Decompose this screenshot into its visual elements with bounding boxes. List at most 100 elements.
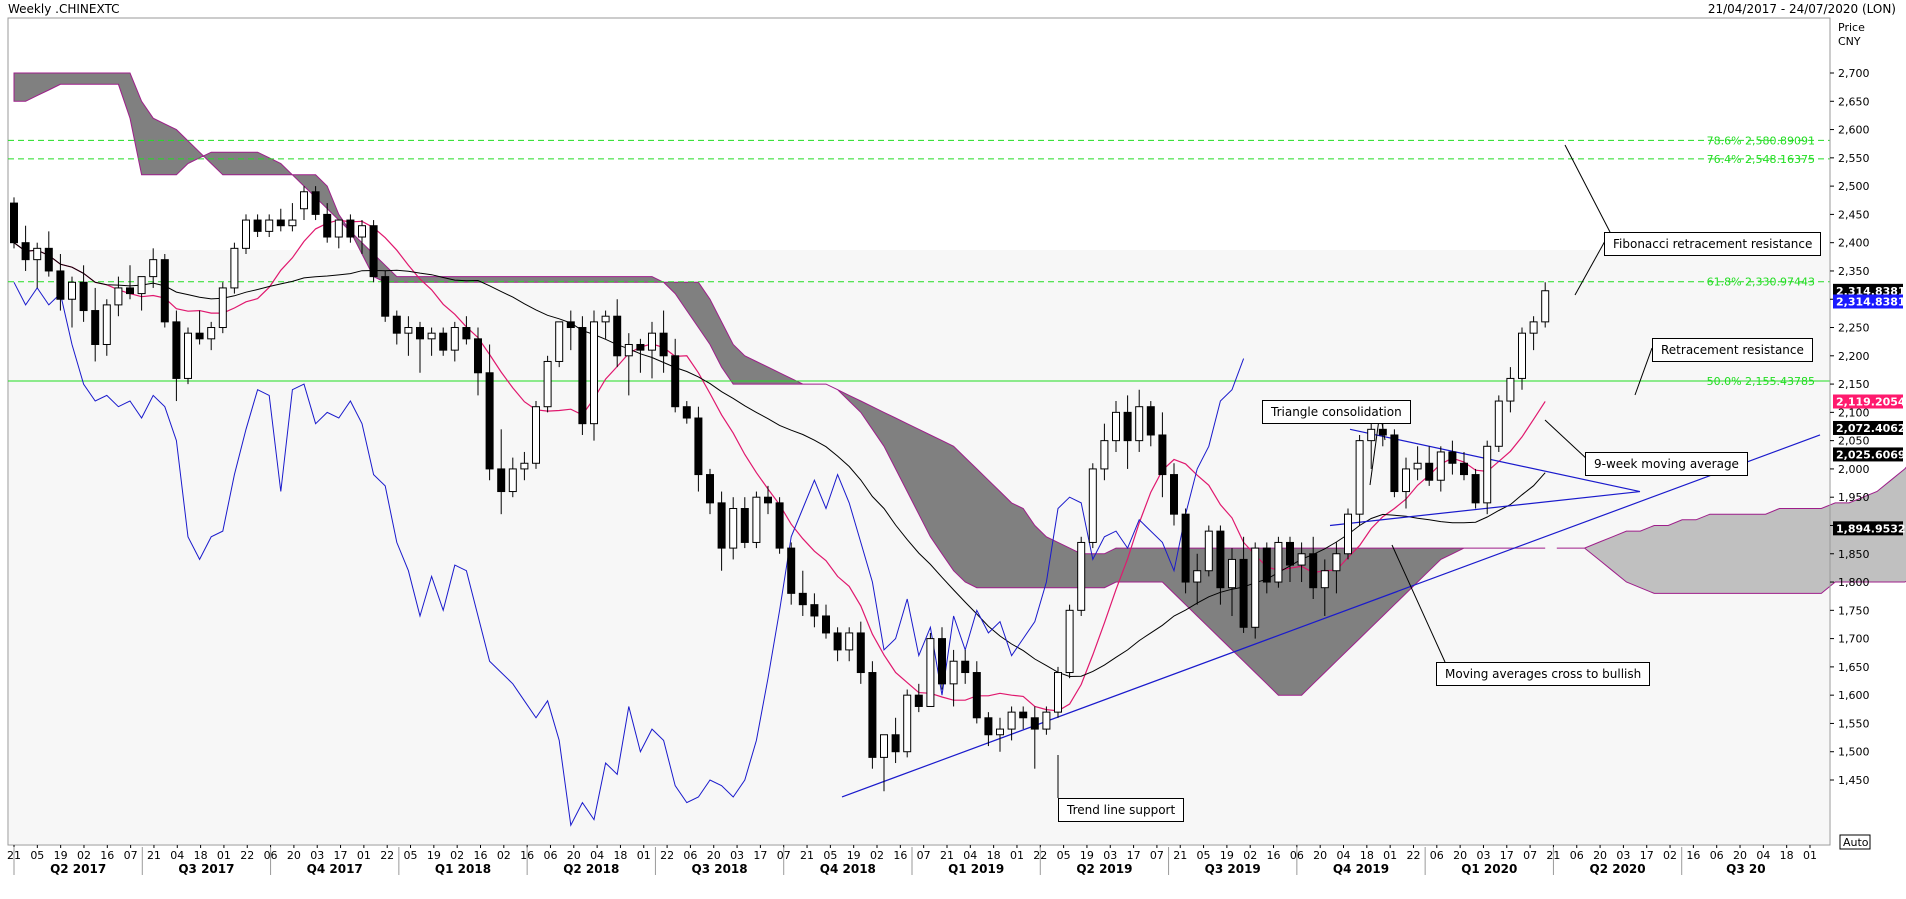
candle[interactable] (195, 332, 204, 340)
candle[interactable] (439, 332, 448, 351)
candle[interactable] (1344, 513, 1352, 555)
candle[interactable] (1436, 451, 1445, 481)
candle[interactable] (856, 632, 865, 674)
candle[interactable] (485, 372, 494, 470)
candle[interactable] (137, 276, 146, 295)
candle[interactable] (392, 315, 401, 334)
candle[interactable] (1054, 672, 1062, 713)
candle[interactable] (21, 242, 30, 261)
candle[interactable] (1146, 406, 1155, 436)
candle[interactable] (1367, 428, 1376, 442)
candle[interactable] (891, 734, 900, 753)
candle[interactable] (1216, 530, 1225, 589)
candle[interactable] (880, 734, 888, 758)
candle[interactable] (242, 219, 250, 249)
candle[interactable] (1123, 411, 1132, 442)
candle[interactable] (1494, 400, 1503, 447)
candle[interactable] (1065, 609, 1074, 674)
candle[interactable] (798, 592, 807, 606)
candle[interactable] (508, 468, 517, 493)
candle[interactable] (311, 191, 320, 215)
candle[interactable] (1088, 468, 1097, 543)
candle[interactable] (1112, 411, 1120, 442)
candle[interactable] (1100, 440, 1109, 470)
candle[interactable] (1541, 290, 1550, 323)
candle[interactable] (1320, 570, 1329, 589)
candle[interactable] (1228, 558, 1236, 589)
candle[interactable] (938, 638, 946, 685)
candle[interactable] (1425, 462, 1434, 481)
candle[interactable] (972, 672, 981, 719)
candle[interactable] (1286, 541, 1294, 566)
candle[interactable] (126, 287, 134, 295)
candle[interactable] (149, 259, 158, 278)
candle[interactable] (996, 728, 1004, 736)
candle[interactable] (903, 694, 912, 753)
candle[interactable] (369, 225, 378, 278)
candle[interactable] (624, 343, 633, 357)
candle[interactable] (543, 360, 552, 408)
candle[interactable] (822, 615, 830, 634)
candle[interactable] (1355, 440, 1364, 515)
candle[interactable] (79, 281, 88, 312)
candle[interactable] (1158, 434, 1167, 476)
candle[interactable] (1030, 717, 1039, 730)
candle[interactable] (810, 604, 819, 617)
candle[interactable] (1297, 553, 1306, 566)
candle[interactable] (1274, 541, 1283, 583)
candle[interactable] (68, 281, 76, 300)
candle[interactable] (381, 276, 390, 317)
candle[interactable] (265, 219, 274, 232)
candle[interactable] (868, 672, 877, 758)
auto-button[interactable] (1839, 834, 1871, 850)
candle[interactable] (288, 219, 297, 227)
candle[interactable] (1471, 474, 1480, 504)
candle[interactable] (833, 632, 842, 651)
candle[interactable] (102, 304, 111, 345)
candle[interactable] (694, 417, 703, 476)
candle[interactable] (1239, 558, 1248, 628)
candle[interactable] (532, 406, 540, 464)
candle[interactable] (450, 327, 459, 351)
candle[interactable] (1448, 451, 1457, 464)
candle[interactable] (334, 219, 343, 238)
candle[interactable] (636, 343, 645, 351)
candle[interactable] (1042, 711, 1051, 730)
candle[interactable] (578, 327, 587, 425)
candle[interactable] (787, 547, 796, 594)
candle[interactable] (323, 213, 332, 238)
candle[interactable] (764, 496, 772, 504)
candle[interactable] (601, 315, 610, 323)
candle[interactable] (590, 321, 598, 425)
candle[interactable] (845, 632, 854, 651)
candle[interactable] (1518, 332, 1526, 379)
candle[interactable] (555, 321, 564, 362)
candle[interactable] (230, 247, 239, 289)
candle[interactable] (218, 287, 227, 329)
candle[interactable] (462, 327, 471, 340)
candle[interactable] (10, 202, 18, 244)
candle[interactable] (1135, 406, 1144, 442)
candle[interactable] (926, 638, 935, 707)
candle[interactable] (520, 462, 529, 470)
candle[interactable] (276, 219, 285, 227)
candle[interactable] (404, 327, 413, 334)
candle[interactable] (1204, 530, 1213, 572)
candle[interactable] (184, 332, 192, 379)
candle[interactable] (1262, 547, 1271, 583)
candle[interactable] (659, 332, 668, 357)
candle[interactable] (1483, 445, 1492, 504)
candle[interactable] (1309, 553, 1318, 589)
candle[interactable] (717, 502, 726, 549)
candle[interactable] (207, 327, 216, 340)
candle[interactable] (474, 338, 482, 374)
candle[interactable] (1529, 321, 1538, 334)
candle[interactable] (1332, 553, 1341, 572)
candle[interactable] (56, 270, 65, 300)
candle[interactable] (984, 717, 993, 736)
candle[interactable] (1402, 468, 1410, 493)
candle[interactable] (114, 287, 123, 306)
candle[interactable] (253, 219, 262, 232)
candle[interactable] (1460, 462, 1468, 476)
